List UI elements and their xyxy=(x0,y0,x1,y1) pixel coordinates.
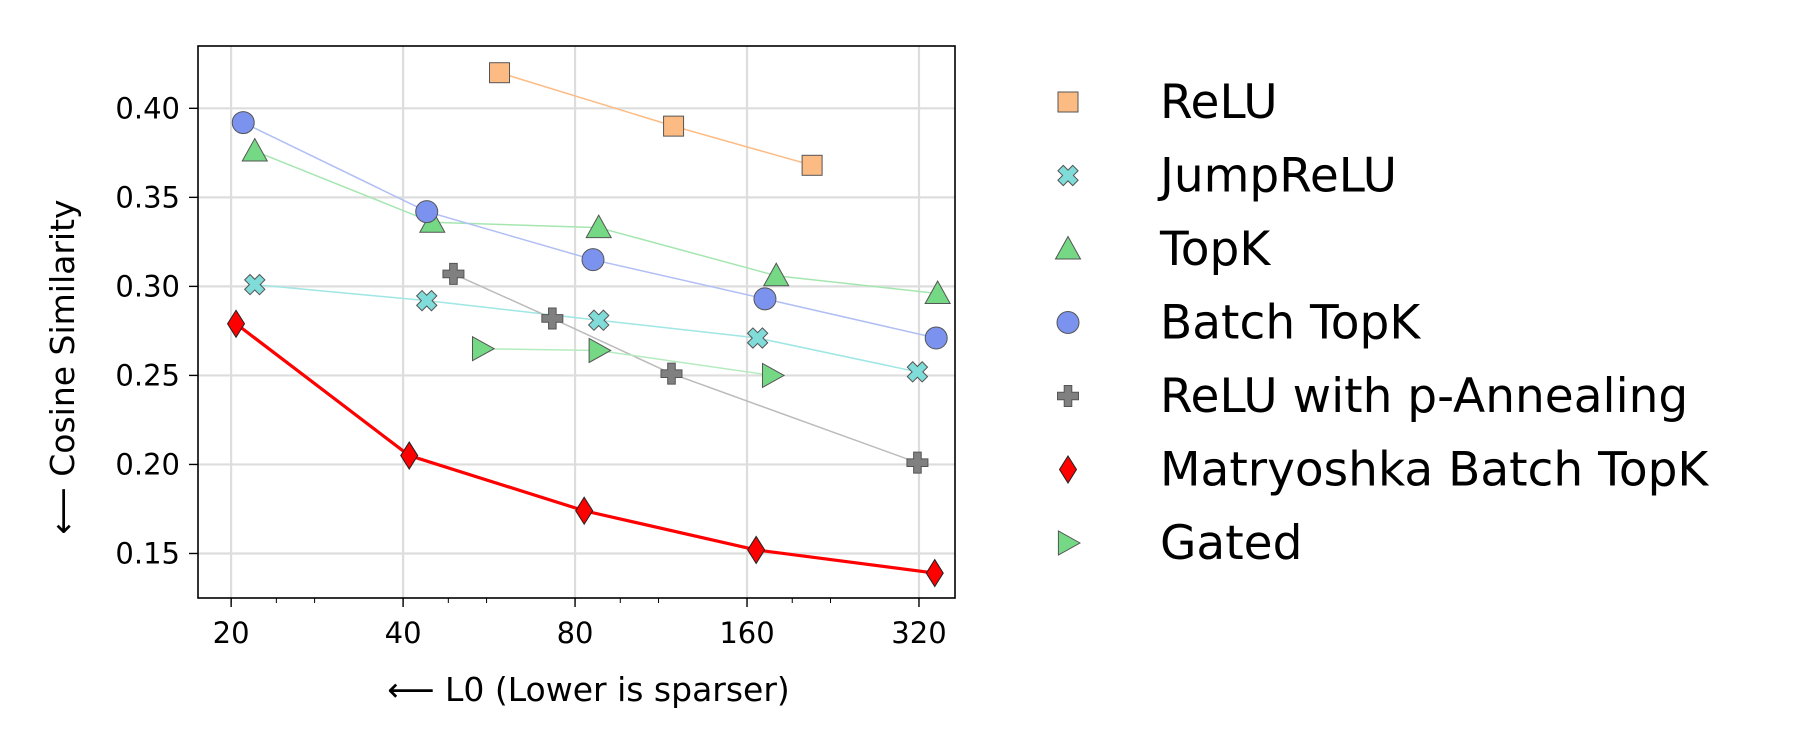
batch-topk-point xyxy=(753,287,777,311)
legend-label-jumprelu: JumpReLU xyxy=(1157,149,1397,204)
y-tick-label: 0.20 xyxy=(115,447,180,481)
y-tick-label: 0.25 xyxy=(115,358,180,392)
relu-with-p-annealing-point xyxy=(442,262,465,285)
legend-marker-relu xyxy=(1057,91,1079,113)
matryoshka-batch-topk-point xyxy=(575,496,594,526)
x-tick-label: 80 xyxy=(557,616,594,650)
batch-topk-point xyxy=(231,111,255,135)
matryoshka-batch-topk-point xyxy=(226,309,246,339)
matryoshka-batch-topk-point xyxy=(747,535,766,565)
matryoshka-batch-topk-line xyxy=(235,322,935,575)
series-markers xyxy=(226,62,951,588)
topk-point xyxy=(585,214,613,239)
legend-label-relu-with-p-annealing: ReLU with p-Annealing xyxy=(1160,369,1688,424)
legend-label-batch-topk: Batch TopK xyxy=(1160,296,1421,351)
batch-topk-point xyxy=(581,248,605,272)
relu-with-p-annealing-point xyxy=(660,362,683,385)
y-tick-label: 0.35 xyxy=(115,180,180,214)
x-tick-label: 160 xyxy=(719,616,774,650)
matryoshka-batch-topk-point xyxy=(925,558,944,588)
jumprelu-point xyxy=(243,273,266,296)
batch-topk-point xyxy=(415,200,439,224)
axis-ticks: 20 40 80 160 320 0.15 0.20 0.25 0.30 0.35 0.40 xyxy=(115,91,946,650)
plot-frame xyxy=(197,45,956,599)
jumprelu-point xyxy=(415,289,438,312)
x-axis-label: ⟵ L0 (Lower is sparser) xyxy=(387,670,790,709)
legend-marker-batch-topk xyxy=(1056,311,1080,334)
relu-point xyxy=(663,115,685,137)
y-tick-label: 0.40 xyxy=(115,91,180,125)
legend-label-relu: ReLU xyxy=(1160,75,1278,130)
legend-marker-relu-with-p-annealing xyxy=(1057,385,1079,407)
legend-label-matryoshka-batch-topk: Matryoshka Batch TopK xyxy=(1160,443,1709,498)
gated-point xyxy=(471,335,496,362)
grid xyxy=(198,46,955,598)
relu-with-p-annealing-line xyxy=(453,273,918,464)
topk-point xyxy=(762,262,790,287)
relu-point xyxy=(801,154,823,176)
relu-with-p-annealing-point xyxy=(541,307,564,330)
topk-point xyxy=(924,279,951,305)
legend-label-gated: Gated xyxy=(1160,516,1302,571)
legend-marker-gated xyxy=(1057,530,1082,556)
batch-topk-point xyxy=(924,326,948,350)
y-axis-label: ⟵ Cosine Similarity xyxy=(43,199,82,534)
legend-marker-jumprelu xyxy=(1057,164,1079,187)
legend-marker-matryoshka-batch-topk xyxy=(1058,455,1078,484)
series-lines xyxy=(235,71,938,575)
y-tick-label: 0.30 xyxy=(115,269,180,303)
relu-line xyxy=(499,71,813,167)
relu-with-p-annealing-point xyxy=(906,451,929,474)
gated-point xyxy=(761,362,786,389)
x-tick-label: 20 xyxy=(213,616,250,650)
jumprelu-line xyxy=(254,283,918,373)
gated-point xyxy=(588,337,612,364)
topk-point xyxy=(241,137,269,162)
matryoshka-batch-topk-point xyxy=(400,441,419,470)
x-tick-label: 40 xyxy=(385,616,422,650)
x-tick-label: 320 xyxy=(891,616,946,650)
legend-marker-topk xyxy=(1054,235,1082,260)
jumprelu-point xyxy=(746,327,769,349)
legend-label-topk: TopK xyxy=(1159,222,1271,277)
jumprelu-point xyxy=(906,361,929,383)
jumprelu-point xyxy=(587,309,610,332)
relu-point xyxy=(489,62,511,84)
y-tick-label: 0.15 xyxy=(115,536,180,570)
legend: ReLU JumpReLU TopK Batch TopK ReLU with p-An… xyxy=(1054,75,1709,571)
